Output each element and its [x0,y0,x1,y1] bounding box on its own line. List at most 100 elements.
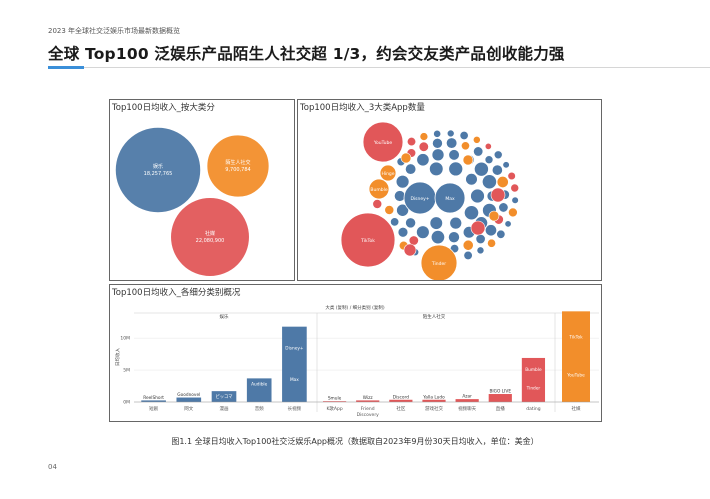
app-bubble [462,154,474,166]
bar-直播: BIGO LIVE 直播 [488,389,512,412]
bar-app-label: Goodnovel [177,392,200,398]
x-tick-label: 网文 [184,405,193,412]
bar-rect [562,311,590,402]
bubble-label: 社媒 [205,230,215,237]
app-bubble [502,161,510,169]
app-bubble-bumble: Bumble [368,178,390,200]
y-tick-label: 10M [120,336,130,342]
bar-app-label: ReelShort [143,395,164,401]
app-bubble [395,174,410,189]
app-bubble-hinge: Hinge [379,164,397,182]
app-bubble [446,137,458,149]
app-bubble [433,129,442,138]
x-tick-label: 游戏社交 [425,405,443,412]
app-bubble [493,150,503,160]
app-bubble [416,225,430,239]
app-bubble [511,196,519,204]
bar-app-label: Tinder [526,386,541,392]
app-bubble [449,216,462,230]
app-bubble [429,216,443,230]
app-bubble [418,141,429,152]
app-bubble [397,227,409,238]
app-bubble [429,161,444,176]
title-divider [48,67,710,68]
bar-app-label: Wizz [363,395,374,401]
app-bubble [394,190,406,202]
bubble-label: 陌生人社交 [225,159,250,166]
app-bubble [416,153,430,167]
app-bubble [482,174,497,190]
app-bubble [491,164,503,176]
app-bubble [405,217,416,229]
bar-app-label: YouTube [566,373,585,379]
bar-rect [141,400,166,402]
app-bubble [508,207,518,218]
app-bubble [405,163,417,175]
bar-app-label: Max [290,377,299,383]
report-subtitle: 2023 年全球社交泛娱乐市场最新数据概览 [48,27,181,35]
app-bubble [462,239,474,251]
app-bubble [485,224,497,237]
bar-app-label: Audible [251,381,268,387]
bar-rect [356,400,380,402]
app-bubble [484,155,494,165]
bar-app-label: Azar [462,394,472,400]
y-axis-label: 日均收入 [114,348,121,366]
bar-dating: Bumble Tinder dating [521,357,546,412]
app-bubble [490,187,506,203]
bar-长视频: Disney+ Max 长视频 [282,326,307,412]
bar-Friend Discovery: Wizz FriendDiscovery [356,395,380,418]
panel-subcategory-bars: Top100日均收入_各细分类别概况 大类 (复制) / 细分类别 (复制) 日均… [109,284,602,422]
app-bubble [475,234,486,244]
app-bubble [510,183,520,193]
app-bubble-youtube: YouTube [362,121,404,163]
bar-rect [488,394,512,402]
app-bubble [446,129,455,138]
app-bubble [461,141,470,151]
bubble-label: TikTok [360,238,375,244]
x-tick-label: 漫画 [220,405,229,412]
bubble-label: Bumble [370,187,387,193]
x-tick-label: 社区 [396,405,405,412]
app-bubble [431,148,445,162]
app-bubble [476,246,485,255]
bar-rect [246,378,272,402]
bubble-label: 娱乐 [153,163,163,170]
app-bubble [484,142,492,150]
bar-社媒: TikTok YouTube 社媒 [562,311,590,412]
bar-视频聊天: Azar 视频聊天 [455,394,479,412]
bar-K歌App: Smule K歌App [322,396,347,412]
bar-网文: Goodnovel 网文 [176,392,202,412]
bubble-label: YouTube [373,140,393,146]
bar-社区: Discord 社区 [389,394,413,412]
bar-rect [389,399,413,402]
bubble-circle [362,121,404,163]
bar-短剧: ReelShort 短剧 [141,395,166,412]
panel-app-count: Top100日均收入_3大类App数量 YouTube TikTok Tinder B… [297,99,602,281]
app-bubble [470,220,486,236]
app-bubble [464,205,479,221]
bubble-label: Disney+ [410,196,429,202]
title-accent-bar [48,66,84,69]
panel-title: Top100日均收入_按大类分 [112,103,215,113]
bar-app-label: ピッコマ [215,394,232,400]
x-tick-label: Discovery [357,412,380,418]
app-bubble [472,136,481,144]
app-bubble [474,161,489,177]
bubble-circle [170,197,250,277]
group-label: 陌生人社交 [423,313,446,320]
bar-app-label: Smule [328,396,342,402]
bar-rect [282,326,307,402]
bubble-circle [420,244,458,280]
bar-app-label: TikTok [568,335,583,341]
app-bubble [459,131,469,140]
app-bubble-tiktok: TikTok [340,212,396,268]
bubble-label: Max [445,196,455,202]
app-bubble [390,217,400,227]
app-bubble [448,231,460,243]
bubble-value: 18,257,765 [144,171,173,177]
